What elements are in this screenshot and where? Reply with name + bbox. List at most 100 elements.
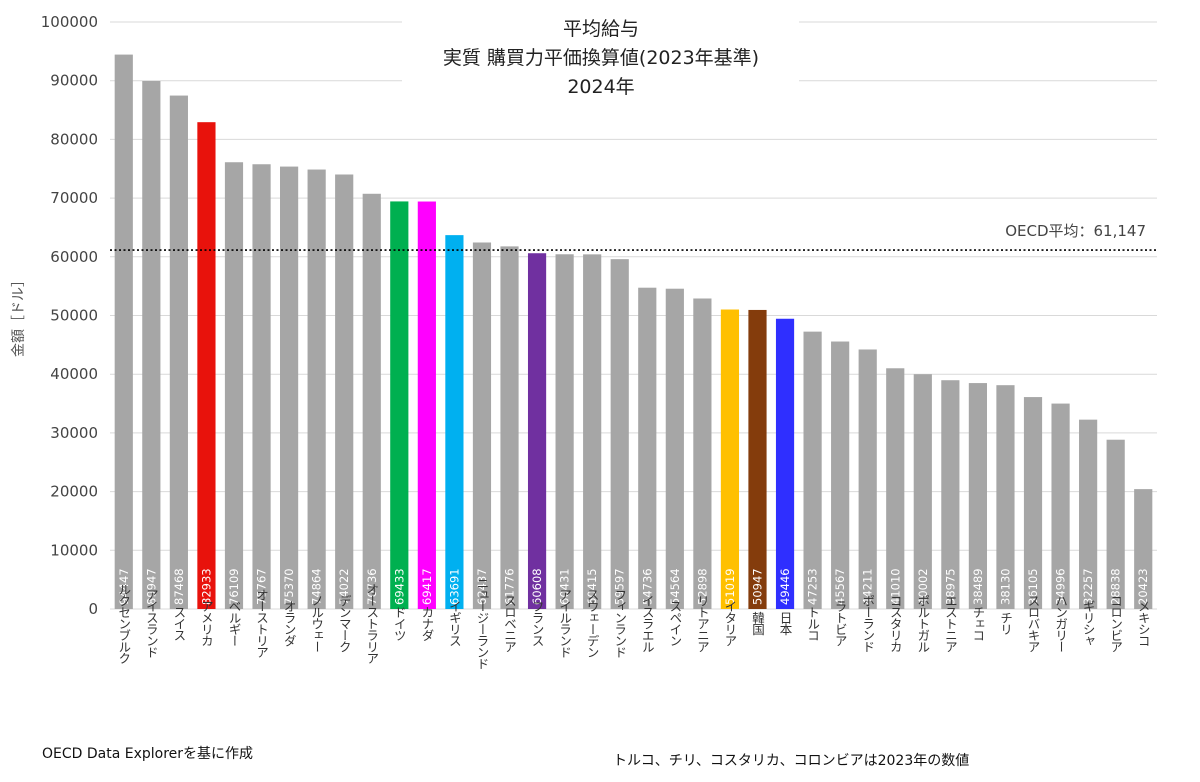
bar-27: [858, 349, 877, 609]
value-label: 82933: [199, 568, 213, 605]
value-label: 49446: [778, 568, 792, 605]
bar-35: [1079, 419, 1098, 609]
category-label: オーストラリア: [364, 583, 379, 664]
value-label: 69433: [392, 568, 406, 605]
value-label: 44211: [861, 568, 875, 605]
bar-9: [362, 193, 381, 610]
bar-0: [114, 54, 133, 609]
value-label: 36105: [1026, 568, 1040, 605]
category-labels: ルクセンブルク アイスランド スイス アメリカ ベルギー オーストリア オランダ ノルウェーデ…: [116, 577, 1150, 669]
category-label: ハンガリー: [1053, 594, 1068, 652]
category-label: オーストリア: [254, 589, 269, 659]
category-label: イタリア: [722, 600, 737, 647]
value-label: 60608: [530, 568, 544, 605]
value-label: 34996: [1054, 568, 1068, 605]
bar-18: [610, 259, 629, 609]
category-label: エストニア: [943, 594, 958, 652]
title-line-1: 平均給与: [563, 18, 639, 40]
value-label: 32257: [1081, 568, 1095, 605]
value-label: 94447: [117, 568, 131, 605]
category-label: 日本: [778, 612, 793, 637]
bar-25: [803, 331, 822, 609]
y-tick-label: 30000: [50, 424, 98, 442]
category-label: フランス: [530, 600, 545, 647]
bar-11: [417, 201, 436, 609]
bar-20: [665, 288, 684, 609]
category-label: リトアニア: [695, 594, 710, 652]
value-label: 41010: [888, 568, 902, 605]
value-label: 40002: [916, 568, 930, 605]
bar-34: [1051, 403, 1070, 609]
category-label: ルクセンブルク: [116, 583, 131, 664]
category-label: アイスランド: [144, 589, 159, 658]
category-label: ラトビア: [833, 600, 848, 647]
category-label: スイス: [171, 606, 186, 641]
value-label: 47253: [806, 568, 820, 605]
bar-23: [748, 309, 767, 609]
value-label: 38489: [971, 568, 985, 605]
category-label: ポーランド: [860, 594, 875, 652]
value-label: 54736: [640, 568, 654, 605]
bar-7: [307, 169, 326, 609]
y-tick-label: 70000: [50, 189, 98, 207]
bar-22: [720, 309, 740, 609]
bar-14: [500, 246, 519, 609]
value-label: 52898: [695, 568, 709, 605]
value-label: 51019: [723, 568, 737, 605]
category-label: コスタリカ: [888, 594, 903, 652]
bar-3: [197, 122, 216, 609]
value-labels: 94447 89947 87468 82933 76109 75767 75370 74864…: [117, 568, 1150, 605]
bar-30: [941, 380, 960, 609]
bar-13: [472, 242, 492, 609]
bar-1: [142, 81, 161, 609]
category-label: アメリカ: [199, 600, 214, 647]
value-label: 74864: [310, 568, 324, 605]
value-label: 28838: [1109, 568, 1123, 605]
category-label: スペイン: [667, 600, 682, 646]
category-label: スウェーデン: [585, 589, 600, 658]
category-label: カナダ: [419, 606, 434, 641]
y-tick-label: 0: [88, 600, 98, 618]
value-label: 38130: [998, 568, 1012, 605]
bars: [114, 54, 1153, 610]
category-label: スロバキア: [1026, 594, 1041, 652]
bar-33: [1023, 397, 1043, 609]
value-label: 74022: [337, 568, 351, 605]
category-label: イスラエル: [640, 594, 655, 652]
y-tick-label: 10000: [50, 541, 98, 559]
value-label: 60431: [558, 568, 572, 605]
category-label: ドイツ: [392, 606, 407, 641]
bar-16: [555, 254, 574, 610]
value-label: 63691: [447, 568, 461, 605]
y-axis-label: 金額［ドル］: [11, 273, 27, 357]
y-tick-label: 40000: [50, 365, 98, 383]
bar-19: [638, 287, 657, 609]
bar-37: [1134, 489, 1153, 609]
category-label: フィンランド: [612, 589, 627, 658]
value-label: 20423: [1136, 568, 1150, 605]
category-label: スロベニア: [502, 594, 517, 652]
bar-17: [583, 254, 602, 609]
value-label: 54564: [668, 568, 682, 605]
value-label: 76109: [227, 568, 241, 605]
bar-21: [693, 298, 712, 609]
value-label: 75767: [255, 568, 269, 605]
category-label: ギリシャ: [1081, 600, 1096, 646]
oecd-average-label: OECD平均：61,147: [1005, 222, 1146, 240]
category-label: ニュージーランド: [474, 577, 489, 669]
oecd-average-line: OECD平均：61,147: [110, 222, 1157, 251]
bar-8: [335, 174, 354, 610]
value-label: 89947: [144, 568, 158, 605]
title-line-3: 2024年: [567, 76, 634, 98]
bar-31: [968, 383, 988, 609]
category-label: アイルランド: [557, 589, 572, 658]
value-label: 59597: [613, 568, 627, 605]
value-label: 38975: [943, 568, 957, 605]
title-line-2: 実質 購買力平価換算値(2023年基準): [443, 47, 759, 69]
bar-6: [279, 166, 299, 609]
value-label: 75370: [282, 568, 296, 605]
category-label: ノルウェー: [309, 594, 324, 652]
bar-5: [252, 164, 271, 609]
value-label: 50947: [750, 568, 764, 605]
